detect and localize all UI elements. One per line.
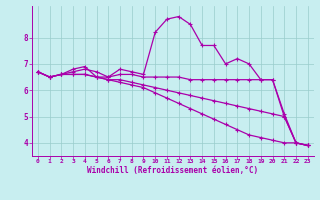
X-axis label: Windchill (Refroidissement éolien,°C): Windchill (Refroidissement éolien,°C) (87, 166, 258, 175)
